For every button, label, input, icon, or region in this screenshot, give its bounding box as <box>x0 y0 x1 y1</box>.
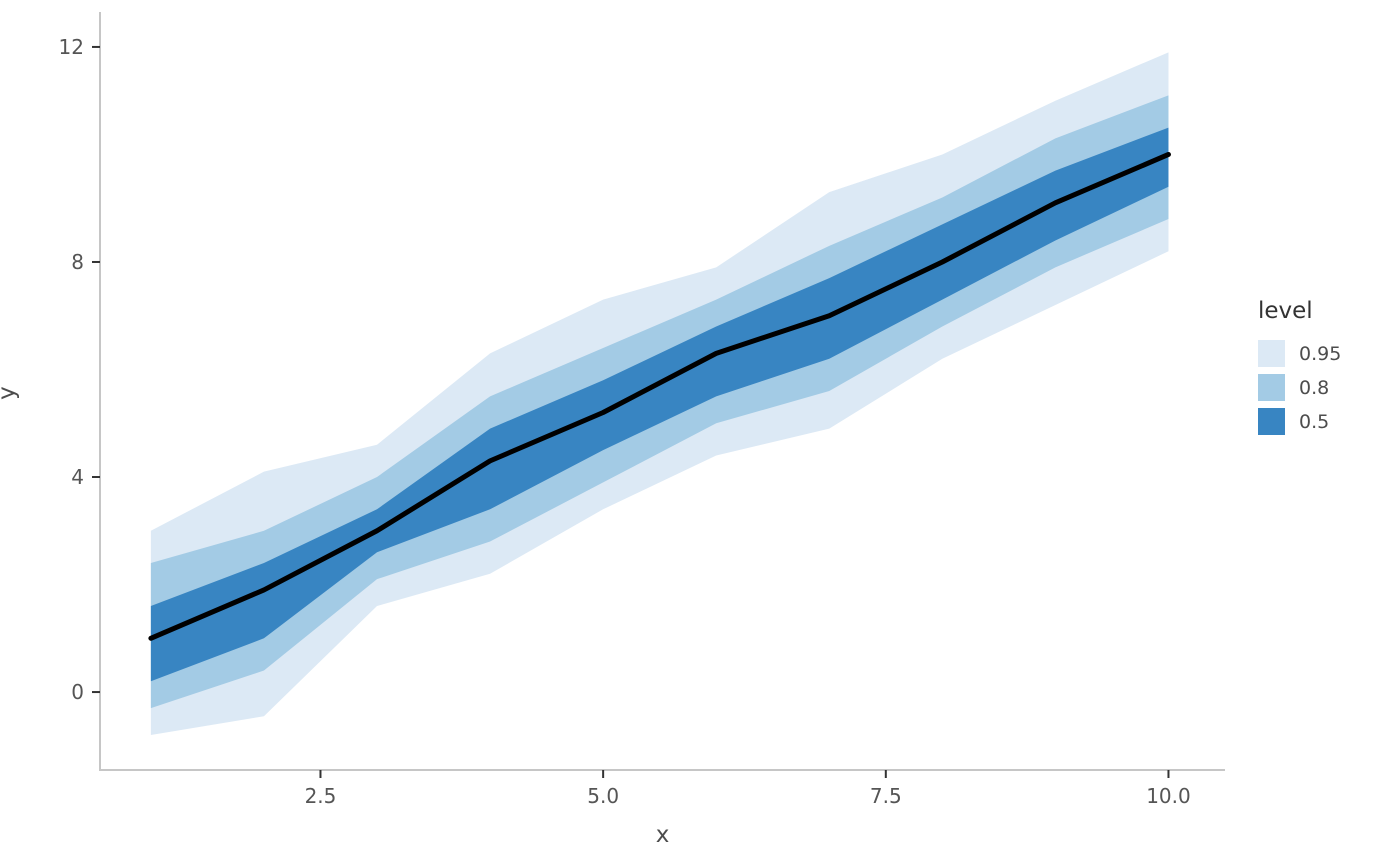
y-tick-label: 8 <box>71 250 84 274</box>
ribbon-level-0.5 <box>150 127 1169 682</box>
x-tick-label: 10.0 <box>1146 784 1191 808</box>
x-tick-label: 7.5 <box>870 784 902 808</box>
median-line <box>148 151 1171 641</box>
legend-item: 0.95 <box>1258 340 1341 367</box>
y-tick-label: 0 <box>71 680 84 704</box>
legend-label: 0.8 <box>1299 376 1330 399</box>
legend-label: 0.5 <box>1299 410 1330 433</box>
legend-label: 0.95 <box>1299 342 1342 365</box>
legend-item: 0.5 <box>1258 408 1341 435</box>
legend-swatch <box>1258 408 1285 435</box>
legend-swatch <box>1258 340 1285 367</box>
x-tick-label: 5.0 <box>587 784 619 808</box>
legend-swatch <box>1258 374 1285 401</box>
x-axis-title: x <box>655 822 670 848</box>
y-tick-label: 12 <box>59 35 84 59</box>
y-tick-label: 4 <box>71 465 84 489</box>
x-tick-label: 2.5 <box>305 784 337 808</box>
legend: level 0.95 0.8 0.5 <box>1258 298 1341 442</box>
legend-items: 0.95 0.8 0.5 <box>1258 340 1341 435</box>
legend-title: level <box>1258 298 1313 324</box>
legend-item: 0.8 <box>1258 374 1341 401</box>
axis-lines <box>99 12 1225 771</box>
y-axis-title: y <box>0 14 20 772</box>
